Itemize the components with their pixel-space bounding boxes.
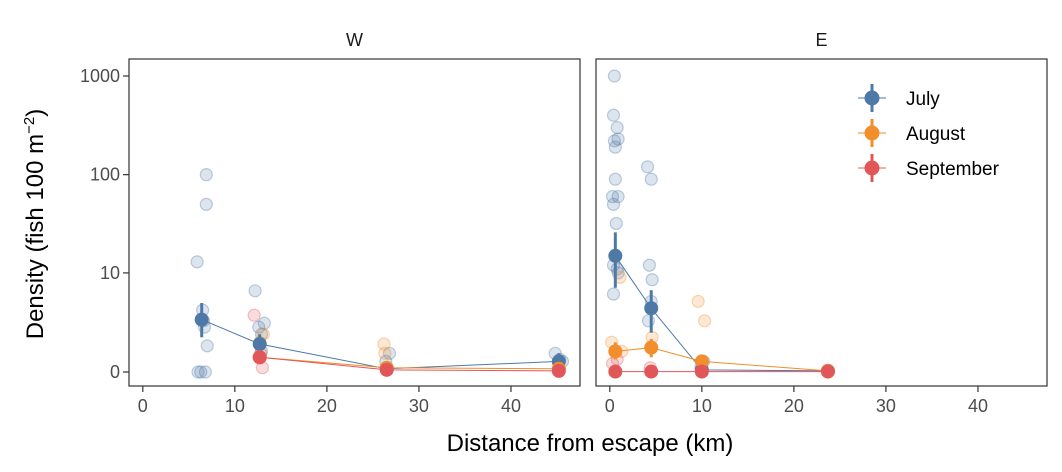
mean-point-e-august-1 [644,340,659,355]
mean-point-e-september-0 [608,364,623,379]
raw-point-e-july-18 [645,273,659,287]
mean-point-e-september-3 [820,364,835,379]
legend-point-july [864,90,880,106]
mean-line-e-july [614,255,828,372]
raw-point-e-july-1 [606,108,621,122]
raw-point-e-august-4 [691,294,705,309]
raw-point-e-july-7 [606,197,621,211]
raw-point-w-july-6 [199,168,213,182]
raw-point-w-july-8 [191,365,205,379]
raw-point-e-july-9 [608,172,622,186]
raw-point-w-august-3 [378,346,392,360]
raw-point-w-july-1 [194,365,208,379]
raw-point-e-july-4 [607,134,622,148]
mean-point-w-july-1 [252,337,267,352]
raw-point-e-july-8 [611,189,625,204]
panel-border-e [595,58,1048,387]
x-tick-label-w-30: 30 [409,396,429,416]
raw-point-w-july-0 [190,255,204,269]
raw-point-w-july-16 [382,346,397,360]
raw-point-w-july-7 [200,339,214,353]
panel-border-w [128,58,581,387]
x-tick-label-w-0: 0 [138,396,148,416]
x-tick-label-e-40: 40 [968,396,988,416]
mean-point-w-september-0 [252,350,267,365]
mean-point-e-july-0 [608,248,623,263]
raw-point-e-august-5 [698,314,712,328]
raw-point-e-july-17 [642,258,656,272]
y-tick-label-0: 0 [110,362,120,382]
raw-point-e-july-3 [611,132,625,146]
mean-point-e-september-2 [694,364,709,379]
panel-strip-label-w: W [346,30,363,50]
x-tick-label-e-10: 10 [692,396,712,416]
raw-point-e-july-10 [609,216,623,231]
y-axis-title-superscript: −2 [21,117,38,134]
y-tick-label-1000: 1000 [80,66,120,86]
mean-point-e-august-2 [694,354,709,369]
y-tick-label-100: 100 [90,165,120,185]
x-axis-title: Distance from escape (km) [447,430,734,457]
mean-point-w-september-2 [551,363,566,378]
raw-point-e-july-5 [608,140,622,154]
mean-line-w-july [201,319,559,370]
mean-point-e-july-1 [644,301,659,316]
raw-point-w-july-5 [199,197,213,211]
legend-label-september: September [906,159,1000,180]
y-tick-label-10: 10 [100,263,120,283]
legend-label-july: July [906,89,940,110]
mean-point-w-july-0 [194,312,209,327]
raw-point-w-july-13 [257,316,271,330]
legend-label-august: August [906,124,966,145]
mean-point-e-august-0 [608,344,623,359]
x-tick-label-e-30: 30 [876,396,896,416]
x-tick-label-w-40: 40 [501,396,521,416]
mean-point-w-september-1 [379,362,394,377]
raw-point-e-july-6 [605,189,620,204]
raw-point-e-july-14 [606,287,621,301]
raw-point-w-august-2 [377,337,391,351]
x-tick-label-e-0: 0 [605,396,615,416]
raw-point-e-july-0 [607,69,622,83]
legend-point-august [864,125,880,141]
raw-point-w-july-9 [198,365,212,379]
raw-point-e-july-16 [644,172,658,186]
panel-strip-label-e: E [815,30,827,50]
x-tick-label-e-20: 20 [784,396,804,416]
mean-line-e-august [615,347,828,372]
raw-point-e-july-2 [610,120,624,135]
raw-point-w-july-11 [252,320,266,334]
legend-point-september [864,160,880,176]
y-axis-title: Density (fish 100 m−2) [21,109,49,340]
x-tick-label-w-10: 10 [225,396,245,416]
raw-point-w-september-0 [247,308,261,322]
raw-point-e-july-15 [640,160,655,174]
mean-point-e-september-1 [644,364,659,379]
raw-point-w-july-10 [248,284,262,298]
x-tick-label-w-20: 20 [317,396,337,416]
